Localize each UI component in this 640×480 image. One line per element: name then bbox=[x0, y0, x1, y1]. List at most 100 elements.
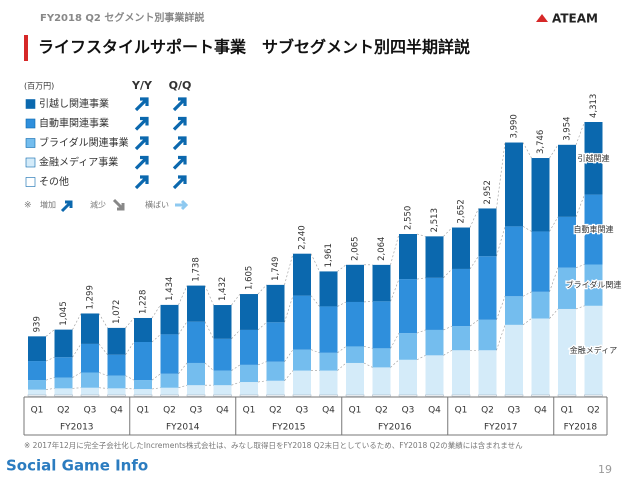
connector bbox=[231, 293, 241, 306]
x-tick-label: Q4 bbox=[428, 406, 441, 416]
bar-segment bbox=[239, 394, 259, 397]
x-tick-label: Q2 bbox=[269, 406, 282, 416]
arrow-down-icon bbox=[112, 198, 125, 211]
connector bbox=[522, 226, 532, 232]
bar-segment bbox=[187, 285, 205, 322]
connector bbox=[178, 285, 188, 306]
bar-segment bbox=[292, 394, 312, 397]
legend-header: Q/Q bbox=[169, 79, 192, 92]
x-tick-label: Q1 bbox=[455, 406, 468, 416]
bar-segment bbox=[372, 367, 391, 395]
bar-segment bbox=[81, 387, 99, 395]
bar-segment bbox=[531, 394, 550, 397]
group-label: FY2015 bbox=[272, 423, 306, 433]
section-label: FY2018 Q2 セグメント別事業詳説 bbox=[40, 11, 204, 24]
trend-arrow bbox=[134, 116, 149, 131]
total-label: 2,550 bbox=[404, 206, 414, 230]
connector bbox=[496, 226, 506, 257]
legend-swatch bbox=[25, 177, 36, 187]
bar-segment bbox=[213, 370, 232, 386]
bar-segment bbox=[107, 354, 126, 376]
connector bbox=[416, 355, 426, 361]
bar-segment bbox=[81, 313, 99, 344]
total-label: 3,746 bbox=[536, 130, 546, 154]
bar-segment bbox=[346, 301, 364, 347]
bar-segment bbox=[28, 336, 46, 362]
bar-segment bbox=[134, 342, 152, 381]
connector bbox=[390, 332, 400, 349]
connector bbox=[443, 325, 453, 331]
bar-segment bbox=[240, 364, 258, 383]
bar-segment bbox=[107, 375, 126, 389]
bar-segment bbox=[452, 227, 470, 269]
bar-segment bbox=[399, 279, 417, 334]
bar-segment bbox=[478, 319, 497, 351]
bar-segment bbox=[531, 291, 550, 319]
total-label: 1,738 bbox=[192, 257, 202, 281]
bar-segment bbox=[505, 226, 523, 297]
bar-segment bbox=[28, 361, 46, 381]
bar-segment bbox=[54, 394, 73, 397]
connector bbox=[310, 349, 320, 354]
connector bbox=[416, 233, 426, 237]
bar-segment bbox=[266, 284, 285, 323]
arrow-flat-icon bbox=[175, 199, 189, 211]
trend-arrow bbox=[172, 136, 187, 151]
trend-arrow bbox=[134, 155, 149, 170]
connector bbox=[178, 362, 188, 374]
connector bbox=[549, 308, 559, 319]
bar-segment bbox=[478, 256, 497, 320]
connector bbox=[45, 329, 55, 337]
connector bbox=[337, 346, 347, 354]
connector bbox=[72, 343, 82, 358]
bar-segment bbox=[54, 388, 73, 395]
bar-segment bbox=[478, 208, 497, 257]
bar-segment bbox=[293, 370, 311, 395]
bar-segment bbox=[107, 327, 126, 355]
bar-segment bbox=[372, 301, 391, 349]
trend-arrow bbox=[134, 136, 149, 151]
bar-segment bbox=[452, 268, 470, 327]
connector bbox=[416, 329, 426, 334]
x-tick-label: Q4 bbox=[534, 406, 547, 416]
legend-swatch bbox=[25, 99, 36, 109]
connector bbox=[549, 267, 559, 292]
connector bbox=[496, 296, 506, 320]
connector bbox=[231, 364, 241, 371]
bar-segment bbox=[213, 305, 232, 339]
bar-segment bbox=[319, 352, 338, 371]
bar-segment bbox=[187, 321, 205, 363]
bar-segment bbox=[187, 362, 205, 386]
bar-segment bbox=[425, 394, 444, 397]
x-tick-label: Q4 bbox=[216, 406, 229, 416]
legend-swatch bbox=[25, 118, 36, 129]
bar-segment bbox=[213, 394, 232, 397]
x-tick-label: Q4 bbox=[322, 406, 335, 416]
bar-segment bbox=[54, 357, 73, 378]
bar-segment bbox=[213, 338, 232, 371]
x-tick-label: Q3 bbox=[508, 406, 521, 416]
bar-segment bbox=[160, 387, 179, 395]
segment-label: 引越関連 bbox=[578, 153, 610, 163]
bar-segment bbox=[372, 394, 391, 397]
bar-segment bbox=[266, 322, 285, 362]
connector bbox=[231, 381, 241, 386]
total-label: 2,652 bbox=[457, 199, 467, 223]
total-label: 3,990 bbox=[510, 114, 520, 138]
connector bbox=[257, 361, 267, 366]
connector bbox=[204, 362, 214, 371]
connector bbox=[522, 318, 532, 326]
bar-segment bbox=[319, 306, 338, 353]
connector bbox=[416, 277, 426, 280]
bar-segment bbox=[346, 362, 364, 395]
bar-segment bbox=[478, 394, 497, 397]
legend-swatch bbox=[25, 138, 36, 148]
title-accent bbox=[24, 35, 28, 61]
bar-segment bbox=[531, 231, 550, 292]
connector bbox=[284, 349, 294, 362]
connector bbox=[337, 264, 347, 272]
trend-arrow bbox=[172, 155, 187, 170]
x-tick-label: Q1 bbox=[137, 406, 150, 416]
connector bbox=[496, 142, 506, 209]
